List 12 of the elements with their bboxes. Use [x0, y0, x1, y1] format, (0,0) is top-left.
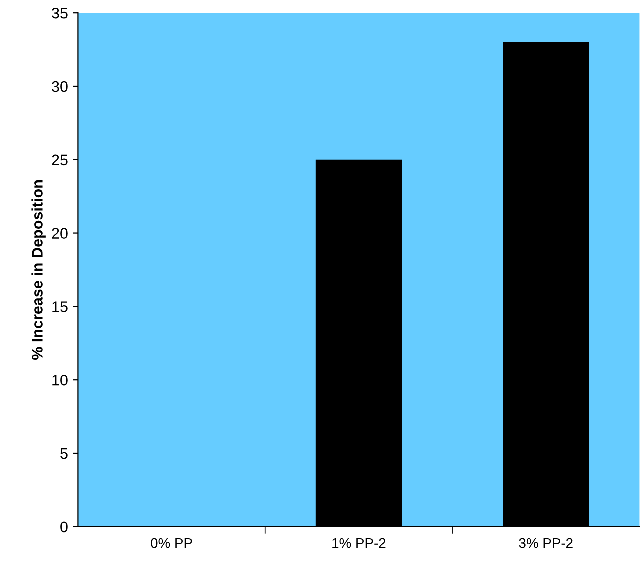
y-axis-title: % Increase in Deposition: [32, 180, 46, 360]
y-tick-label: 25: [52, 154, 68, 166]
x-tick-label: 3% PP-2: [519, 538, 573, 548]
x-tick-label: 0% PP: [151, 538, 192, 548]
y-tick-label: 10: [52, 374, 68, 386]
y-tick-label: 20: [52, 228, 68, 239]
x-tick-label: 1% PP-2: [332, 538, 386, 548]
y-tick-label: 35: [52, 8, 68, 19]
y-tick-label: 15: [52, 302, 68, 312]
y-tick-label: 0: [60, 522, 68, 533]
y-tick-label: 5: [60, 448, 68, 460]
y-tick-label: 30: [52, 81, 68, 92]
